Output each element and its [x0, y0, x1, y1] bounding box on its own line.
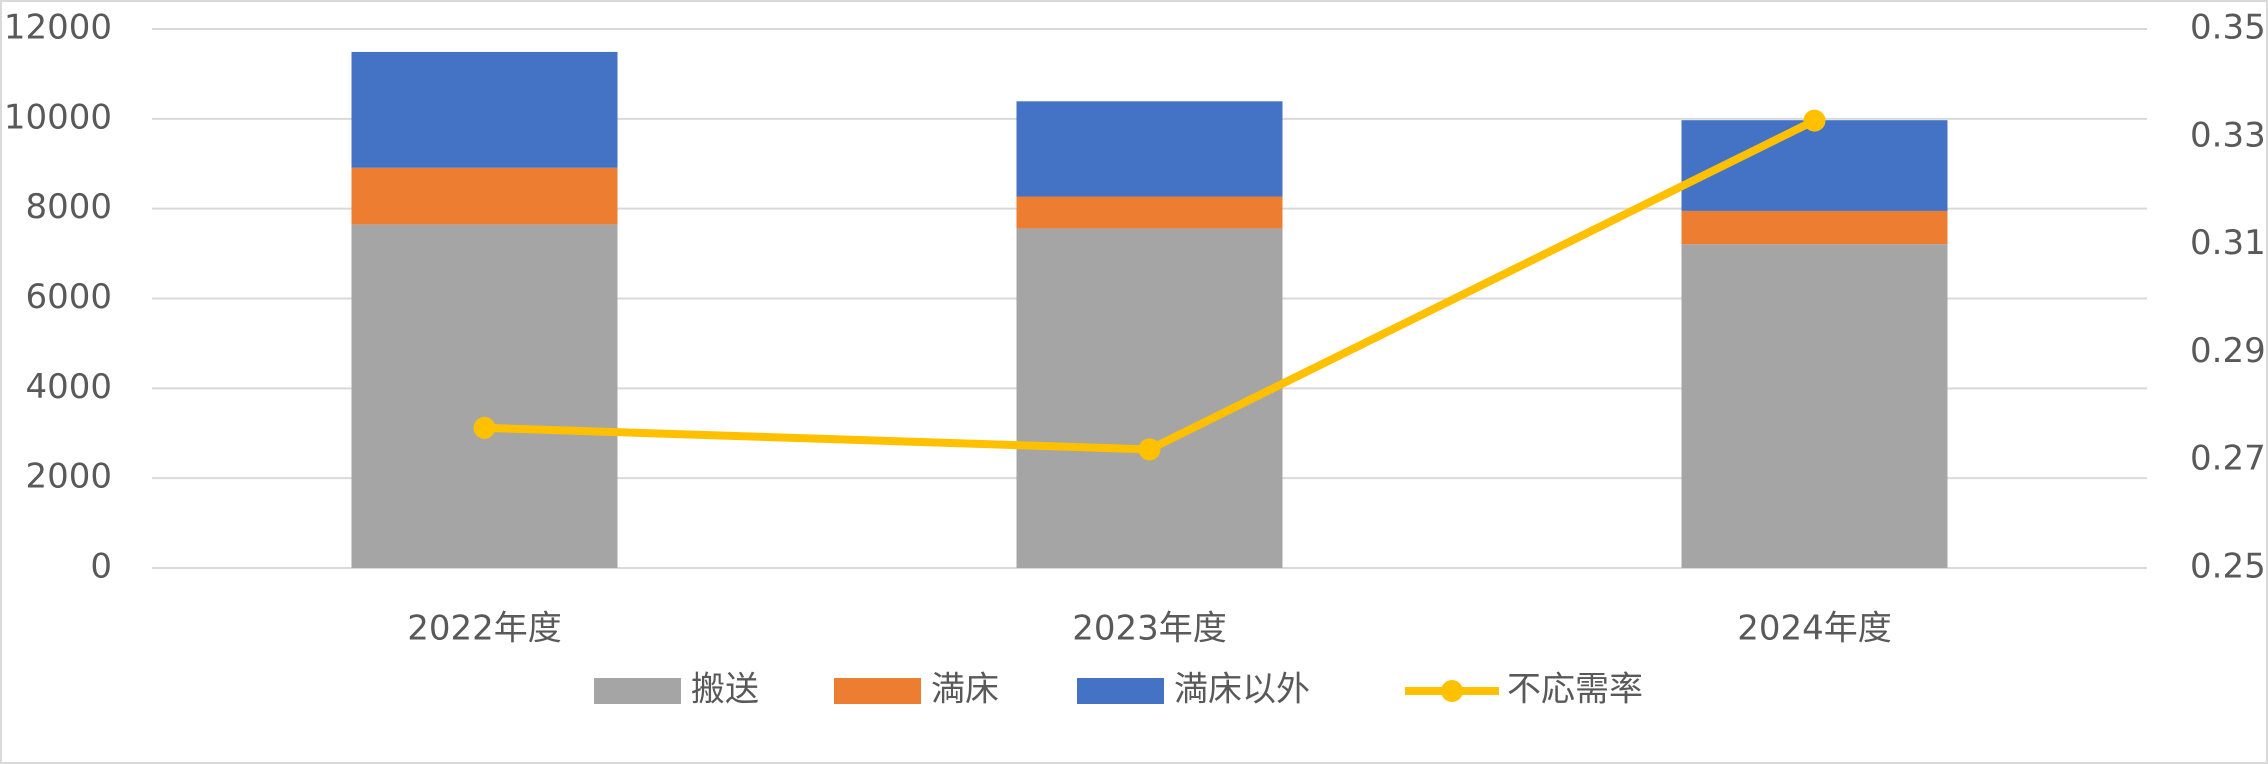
bar — [351, 51, 618, 168]
legend-label: 搬送 — [691, 670, 759, 710]
legend-marker — [1441, 680, 1463, 702]
y-tick-label: 2000 — [25, 457, 112, 497]
bar — [1681, 210, 1948, 245]
y2-tick-label: 0.29 — [2190, 331, 2266, 371]
y2-tick-label: 0.33 — [2190, 115, 2266, 155]
legend-swatch — [834, 678, 921, 704]
line-marker — [1138, 438, 1161, 461]
legend-label: 満床以外 — [1174, 670, 1310, 710]
bar — [1016, 228, 1283, 568]
line-marker — [1803, 109, 1826, 132]
y-tick-label: 6000 — [25, 277, 112, 317]
bar — [351, 224, 618, 568]
bar — [351, 167, 618, 225]
x-tick-label: 2022年度 — [407, 609, 562, 649]
y2-tick-label: 0.31 — [2190, 223, 2266, 263]
legend-swatch — [1077, 678, 1164, 704]
y-tick-label: 8000 — [25, 187, 112, 227]
x-tick-label: 2024年度 — [1737, 609, 1892, 649]
y2-tick-label: 0.25 — [2190, 547, 2266, 587]
y-tick-label: 4000 — [25, 367, 112, 407]
legend-label: 不応需率 — [1507, 670, 1643, 710]
legend-swatch — [594, 678, 681, 704]
y2-tick-label: 0.35 — [2190, 8, 2266, 48]
y-tick-label: 12000 — [4, 8, 112, 48]
bar — [1016, 196, 1283, 229]
line-marker — [473, 416, 496, 439]
x-tick-label: 2023年度 — [1072, 609, 1227, 649]
legend-label: 満床 — [931, 670, 999, 710]
y-tick-label: 10000 — [4, 97, 112, 137]
y-tick-label: 0 — [90, 547, 112, 587]
bar — [1016, 101, 1283, 197]
y2-tick-label: 0.27 — [2190, 439, 2266, 479]
bar — [1681, 244, 1948, 569]
